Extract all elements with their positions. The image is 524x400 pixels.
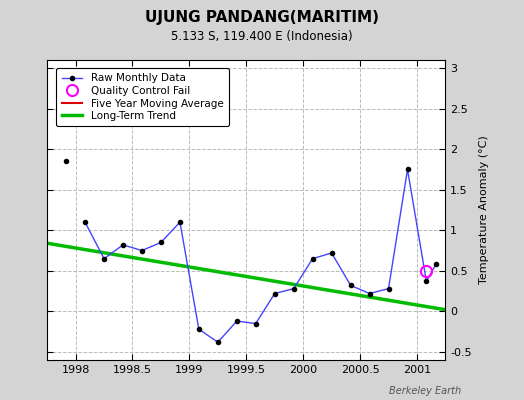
Raw Monthly Data <box>177 220 183 224</box>
Raw Monthly Data <box>82 220 88 224</box>
Raw Monthly Data <box>385 286 391 291</box>
Raw Monthly Data <box>253 321 259 326</box>
Raw Monthly Data <box>347 283 354 288</box>
Raw Monthly Data <box>423 279 430 284</box>
Raw Monthly Data <box>405 167 411 172</box>
Raw Monthly Data <box>101 256 107 261</box>
Text: Berkeley Earth: Berkeley Earth <box>389 386 461 396</box>
Raw Monthly Data <box>234 319 240 324</box>
Raw Monthly Data <box>215 340 221 344</box>
Raw Monthly Data <box>291 286 297 291</box>
Raw Monthly Data <box>366 291 373 296</box>
Raw Monthly Data <box>271 291 278 296</box>
Text: 5.133 S, 119.400 E (Indonesia): 5.133 S, 119.400 E (Indonesia) <box>171 30 353 43</box>
Raw Monthly Data <box>120 242 126 247</box>
Raw Monthly Data <box>329 250 335 255</box>
Raw Monthly Data <box>158 240 164 245</box>
Raw Monthly Data <box>139 248 145 253</box>
Line: Raw Monthly Data: Raw Monthly Data <box>83 167 438 344</box>
Raw Monthly Data <box>310 256 316 261</box>
Raw Monthly Data <box>195 327 202 332</box>
Legend: Raw Monthly Data, Quality Control Fail, Five Year Moving Average, Long-Term Tren: Raw Monthly Data, Quality Control Fail, … <box>57 68 228 126</box>
Text: UJUNG PANDANG(MARITIM): UJUNG PANDANG(MARITIM) <box>145 10 379 25</box>
Y-axis label: Temperature Anomaly (°C): Temperature Anomaly (°C) <box>479 136 489 284</box>
Raw Monthly Data <box>433 262 439 267</box>
